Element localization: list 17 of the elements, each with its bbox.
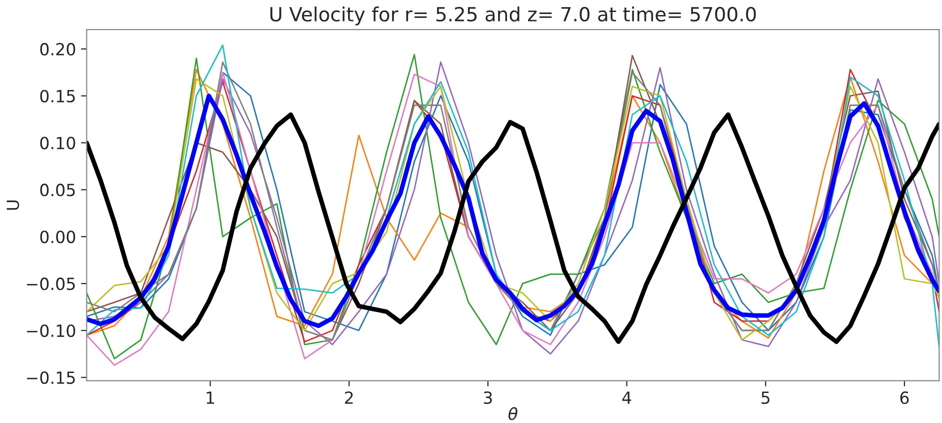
chart-title: U Velocity for r= 5.25 and z= 7.0 at time= 5700.0 [270, 6, 756, 26]
x-tick-label: 6 [900, 391, 909, 404]
y-tick-label: 0.10 [40, 136, 76, 150]
x-axis-title: θ [508, 407, 518, 420]
y-tick-label: 0.00 [40, 230, 76, 244]
x-tick-label: 4 [622, 392, 632, 404]
y-tick-label: −0.10 [26, 324, 76, 338]
x-tick-label: 3 [484, 391, 492, 404]
y-tick-label: −0.05 [26, 278, 75, 290]
x-tick-label: 5 [762, 392, 770, 404]
x-tick-label: 2 [345, 391, 353, 404]
y-tick-label: 0.15 [40, 90, 75, 102]
x-tick-label: 1 [206, 392, 214, 404]
y-axis-title: U [6, 200, 20, 210]
y-tick-label: −0.15 [26, 371, 75, 384]
y-tick-label: 0.20 [40, 42, 76, 56]
y-tick-label: 0.05 [40, 184, 75, 196]
